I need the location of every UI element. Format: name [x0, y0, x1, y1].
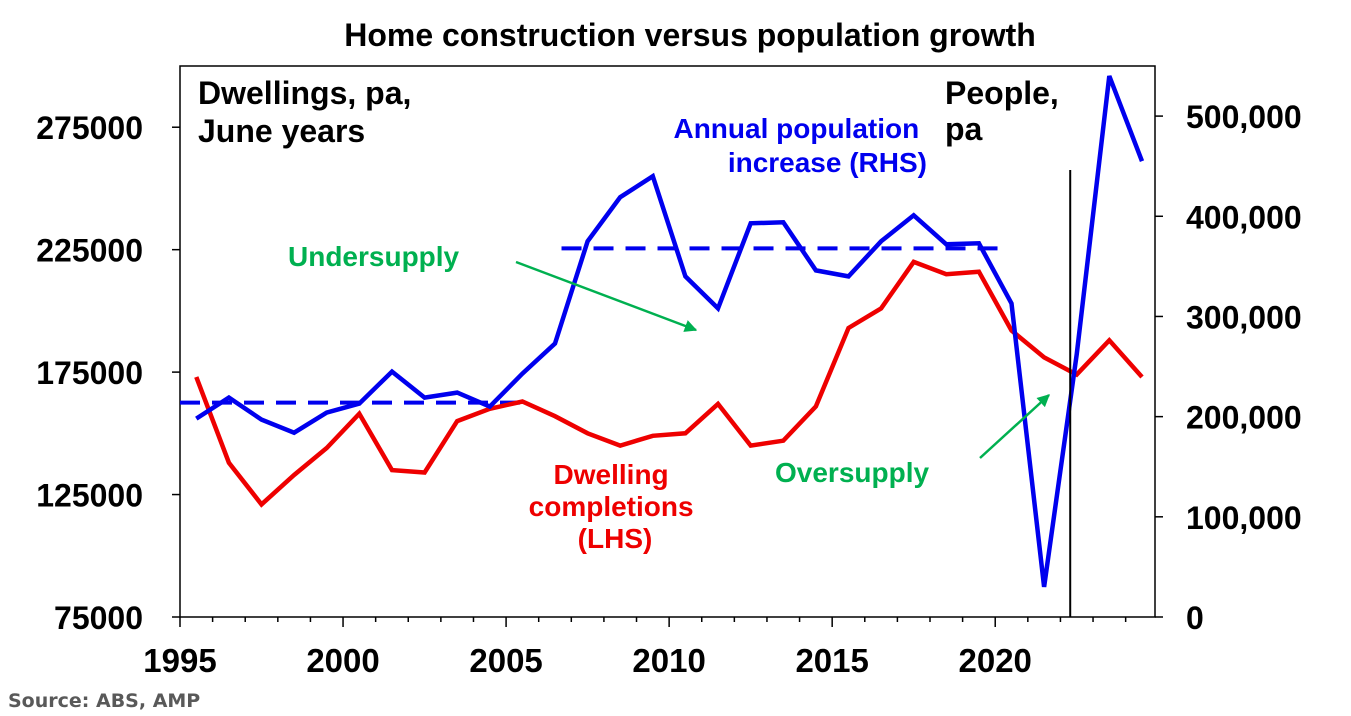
left-tick-label: 75000: [54, 600, 143, 636]
right-tick-label: 300,000: [1186, 299, 1302, 335]
x-tick-label: 2010: [632, 642, 705, 679]
left-axis: 75000 125000 175000 225000 275000: [36, 110, 180, 636]
undersupply-arrow: [515, 260, 698, 332]
right-tick-label: 500,000: [1186, 99, 1302, 135]
left-tick-label: 225000: [36, 233, 143, 269]
x-tick-label: 2000: [306, 642, 379, 679]
undersupply-annotation: Undersupply: [288, 241, 460, 272]
left-axis-title: Dwellings, pa, June years: [198, 75, 420, 149]
dwelling-series-label: Dwelling completions (LHS): [529, 459, 702, 554]
right-axis-title-line-2: pa: [945, 111, 983, 147]
right-tick-label: 0: [1186, 600, 1204, 636]
x-tick-label: 2020: [959, 642, 1032, 679]
population-series-line: [195, 75, 1145, 588]
dwelling-series-label-line-3: (LHS): [578, 523, 653, 554]
plot-area: [179, 65, 1156, 618]
right-axis-title-line-1: People,: [945, 75, 1059, 111]
chart-title: Home construction versus population grow…: [344, 17, 1036, 53]
left-tick-label: 175000: [36, 355, 143, 391]
reference-lines: [180, 246, 1002, 405]
right-tick-label: 400,000: [1186, 199, 1302, 235]
population-series-label-line-1: Annual population: [673, 113, 919, 144]
source-note: Source: ABS, AMP: [8, 690, 200, 712]
population-series-label-line-2: increase (RHS): [728, 147, 927, 178]
population-series-label: Annual population increase (RHS): [673, 113, 927, 178]
right-tick-label: 100,000: [1186, 500, 1302, 536]
right-tick-label: 200,000: [1186, 400, 1302, 436]
x-tick-label: 2015: [795, 642, 868, 679]
series-group: [194, 75, 1145, 588]
left-axis-title-line-2: June years: [198, 113, 365, 149]
oversupply-arrow: [979, 394, 1050, 459]
right-axis: 0 100,000 200,000 300,000 400,000 500,000: [1155, 99, 1302, 636]
x-tick-label: 2005: [469, 642, 542, 679]
x-axis: 1995 2000 2005 2010 2015 2020: [143, 617, 1127, 679]
dwelling-series-line: [194, 259, 1144, 508]
left-tick-label: 125000: [36, 478, 143, 514]
oversupply-annotation: Oversupply: [775, 457, 929, 488]
left-tick-label: 275000: [36, 110, 143, 146]
right-axis-title: People, pa: [945, 75, 1068, 147]
dwelling-series-label-line-1: Dwelling: [554, 459, 669, 490]
dwelling-series-label-line-2: completions: [529, 491, 694, 522]
left-axis-title-line-1: Dwellings, pa,: [198, 75, 411, 111]
x-tick-label: 1995: [143, 642, 216, 679]
